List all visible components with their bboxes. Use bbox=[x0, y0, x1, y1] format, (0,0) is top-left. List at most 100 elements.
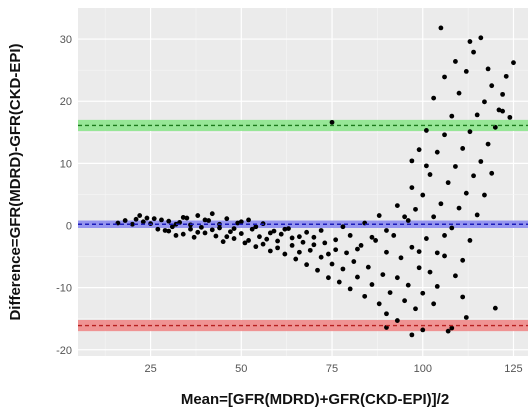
data-point bbox=[471, 49, 476, 55]
data-point bbox=[188, 226, 193, 232]
data-point bbox=[289, 235, 295, 241]
data-point bbox=[394, 203, 400, 209]
data-point bbox=[434, 149, 440, 155]
data-point bbox=[347, 286, 353, 292]
data-point bbox=[166, 228, 172, 234]
data-point bbox=[380, 272, 386, 277]
data-point bbox=[420, 327, 426, 333]
data-point bbox=[206, 218, 212, 223]
data-point bbox=[438, 25, 444, 31]
y-axis-title: Difference=GFR(MDRD)-GFR(CKD-EPI) bbox=[7, 43, 24, 320]
data-point bbox=[492, 305, 498, 311]
data-point bbox=[405, 218, 411, 223]
data-point bbox=[180, 215, 186, 220]
data-point bbox=[289, 242, 295, 248]
data-point bbox=[198, 224, 204, 230]
data-point bbox=[315, 267, 320, 273]
data-point bbox=[423, 128, 429, 133]
data-point bbox=[453, 59, 458, 64]
data-point bbox=[489, 170, 495, 176]
data-point bbox=[369, 282, 375, 287]
data-point bbox=[427, 269, 433, 275]
data-point bbox=[238, 219, 244, 225]
data-point bbox=[423, 236, 429, 241]
data-point bbox=[376, 301, 382, 307]
data-point bbox=[416, 265, 422, 271]
data-point bbox=[184, 215, 190, 221]
data-point bbox=[209, 227, 215, 233]
data-point bbox=[355, 274, 360, 280]
data-point bbox=[130, 221, 135, 227]
data-point bbox=[231, 236, 237, 241]
data-point bbox=[318, 228, 324, 233]
data-point bbox=[449, 225, 455, 231]
data-point bbox=[213, 233, 219, 239]
data-point bbox=[394, 318, 400, 323]
data-point bbox=[384, 311, 389, 317]
data-point bbox=[474, 112, 480, 118]
data-point bbox=[394, 275, 400, 281]
data-point bbox=[355, 246, 360, 252]
data-point bbox=[449, 325, 455, 331]
data-point bbox=[307, 247, 313, 253]
data-point bbox=[365, 264, 371, 270]
data-point bbox=[322, 240, 328, 246]
data-point bbox=[278, 231, 284, 237]
data-point bbox=[296, 234, 302, 240]
data-point bbox=[246, 238, 251, 243]
data-point bbox=[311, 242, 317, 248]
data-point bbox=[162, 228, 168, 233]
data-point bbox=[442, 253, 447, 259]
data-point bbox=[286, 226, 291, 232]
data-point bbox=[384, 228, 389, 233]
data-point bbox=[296, 249, 302, 255]
data-point bbox=[507, 114, 513, 120]
data-point bbox=[333, 237, 339, 243]
data-point bbox=[456, 90, 462, 96]
data-point bbox=[224, 234, 230, 240]
data-point bbox=[224, 216, 230, 222]
x-tick-label: 125 bbox=[504, 363, 522, 375]
data-point bbox=[420, 290, 426, 296]
x-tick-label: 25 bbox=[144, 363, 156, 375]
data-point bbox=[275, 238, 280, 244]
data-point bbox=[445, 180, 451, 186]
data-point bbox=[409, 332, 415, 338]
data-point bbox=[282, 226, 288, 232]
data-point bbox=[460, 146, 466, 151]
data-point bbox=[460, 294, 466, 300]
data-point bbox=[485, 66, 491, 72]
data-point bbox=[166, 218, 172, 224]
data-point bbox=[442, 74, 447, 80]
data-point bbox=[257, 234, 262, 240]
data-point bbox=[431, 301, 437, 307]
data-point bbox=[140, 219, 146, 225]
data-point bbox=[238, 231, 244, 236]
data-point bbox=[267, 230, 273, 236]
data-point bbox=[318, 254, 324, 260]
x-tick-label: 100 bbox=[414, 363, 432, 375]
data-point bbox=[482, 192, 487, 198]
y-tick-label: 10 bbox=[60, 158, 72, 170]
data-point bbox=[326, 275, 331, 281]
y-tick-label: 30 bbox=[60, 34, 72, 46]
data-point bbox=[456, 205, 462, 211]
data-point bbox=[391, 233, 397, 238]
data-point bbox=[169, 224, 175, 230]
data-point bbox=[442, 132, 447, 138]
data-point bbox=[122, 218, 128, 223]
data-point bbox=[336, 279, 342, 285]
data-point bbox=[409, 158, 415, 164]
data-point bbox=[202, 230, 208, 236]
data-point bbox=[351, 259, 357, 264]
data-point bbox=[431, 95, 437, 101]
data-point bbox=[264, 236, 270, 242]
data-point bbox=[463, 190, 469, 196]
data-point bbox=[304, 229, 310, 235]
data-point bbox=[500, 91, 505, 97]
data-point bbox=[416, 249, 422, 255]
data-point bbox=[420, 192, 426, 198]
data-point bbox=[384, 249, 389, 255]
data-point bbox=[173, 221, 179, 227]
